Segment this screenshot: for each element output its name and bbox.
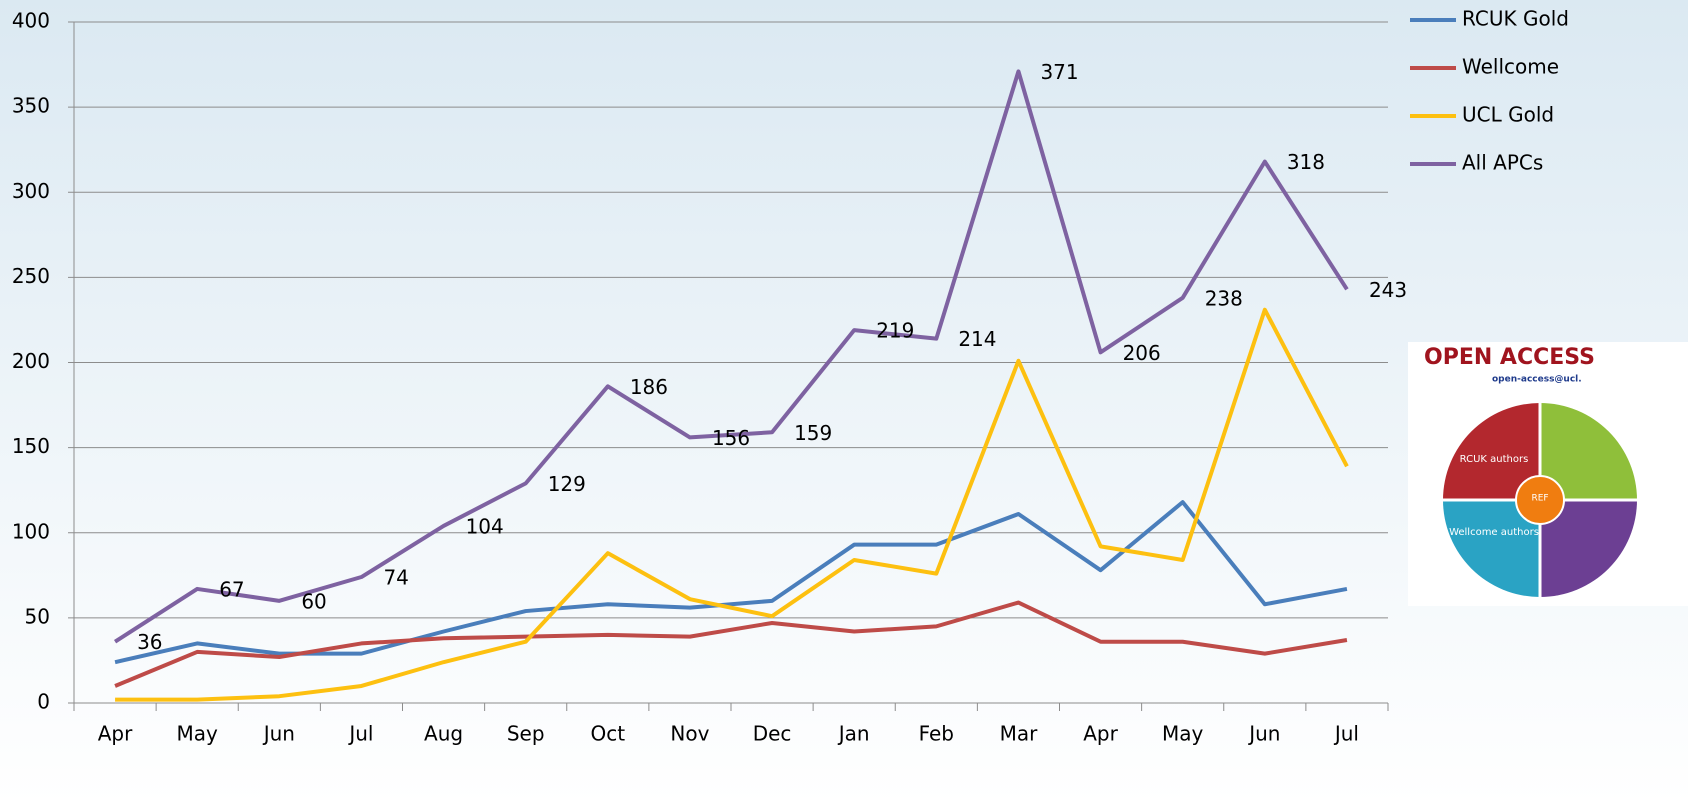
x-tick-label: May	[177, 722, 219, 746]
legend-label: RCUK Gold	[1462, 7, 1569, 31]
chart: OPEN ACCESS open-access@ucl. REF RCUK au…	[0, 0, 1688, 804]
x-tick-label: Sep	[507, 722, 545, 746]
y-tick-label: 0	[37, 690, 50, 714]
x-tick-label: Jan	[837, 722, 870, 746]
x-tick-label: Jun	[262, 722, 295, 746]
x-tick-label: Jul	[347, 722, 373, 746]
inset-title: OPEN ACCESS	[1424, 345, 1595, 370]
data-label: 67	[219, 577, 244, 601]
x-tick-label: Aug	[424, 722, 463, 746]
inset-image: OPEN ACCESS open-access@ucl. REF RCUK au…	[1408, 342, 1688, 606]
y-tick-label: 250	[12, 264, 50, 288]
data-label: 74	[383, 566, 408, 590]
y-tick-label: 150	[12, 434, 50, 458]
y-tick-label: 350	[12, 94, 50, 118]
y-tick-label: 300	[12, 179, 50, 203]
legend-label: Wellcome	[1462, 55, 1559, 79]
data-label: 219	[876, 319, 914, 343]
data-label: 36	[137, 630, 162, 654]
x-tick-label: Dec	[753, 722, 792, 746]
data-label: 186	[630, 375, 668, 399]
data-label: 371	[1040, 60, 1078, 84]
inset-segment-label: RCUK authors	[1460, 454, 1529, 465]
x-tick-label: Apr	[1083, 722, 1118, 746]
data-label: 156	[712, 426, 750, 450]
x-tick-label: Mar	[1000, 722, 1039, 746]
data-label: 129	[548, 472, 586, 496]
data-label: 243	[1369, 278, 1407, 302]
data-label: 318	[1287, 150, 1325, 174]
data-label: 60	[301, 589, 326, 613]
x-tick-label: Oct	[591, 722, 626, 746]
y-tick-label: 200	[12, 349, 50, 373]
data-label: 104	[466, 514, 504, 538]
x-tick-label: May	[1162, 722, 1204, 746]
x-tick-label: Apr	[98, 722, 133, 746]
x-tick-label: Feb	[919, 722, 954, 746]
data-label: 159	[794, 421, 832, 445]
data-label: 238	[1205, 286, 1243, 310]
inset-center-label: REF	[1531, 494, 1548, 504]
y-tick-label: 50	[25, 604, 50, 628]
x-tick-label: Nov	[670, 722, 709, 746]
y-tick-label: 400	[12, 9, 50, 33]
data-label: 214	[958, 327, 996, 351]
legend-label: All APCs	[1462, 151, 1543, 175]
inset-email: open-access@ucl.	[1492, 375, 1582, 385]
x-tick-label: Jul	[1333, 722, 1359, 746]
inset-segment-label: Wellcome authors	[1449, 527, 1539, 538]
y-tick-label: 100	[12, 519, 50, 543]
data-label: 206	[1123, 341, 1161, 365]
x-tick-label: Jun	[1247, 722, 1280, 746]
legend-label: UCL Gold	[1462, 103, 1554, 127]
